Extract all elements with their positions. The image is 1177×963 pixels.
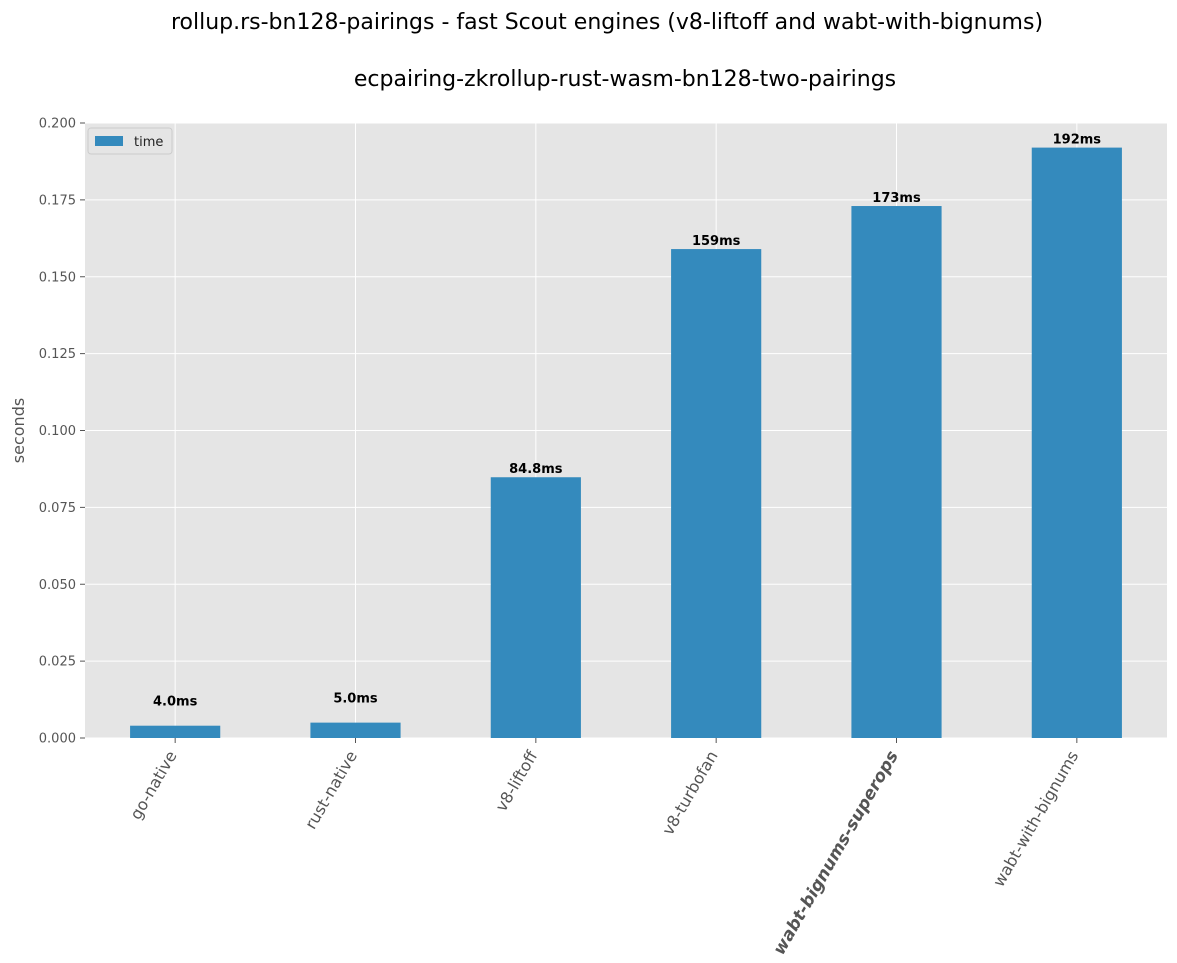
x-axis-ticks: go-native rust-native v8-liftoff v8-turbofa… <box>126 738 1082 958</box>
y-tick-label: 0.075 <box>39 501 76 516</box>
bar-rust-native <box>310 722 401 738</box>
y-tick-label: 0.025 <box>39 655 76 670</box>
y-axis-label: seconds <box>9 398 28 463</box>
y-tick-label: 0.150 <box>39 270 76 285</box>
bar-wabt-with-bignums <box>1031 147 1122 739</box>
data-label-go-native: 4.0ms <box>153 695 198 710</box>
y-tick-label: 0.200 <box>39 117 76 132</box>
x-tick-label-go-native: go-native <box>126 748 180 823</box>
data-labels: 4.0ms 5.0ms 84.8ms 159ms 173ms 192ms <box>153 133 1101 710</box>
bars <box>130 147 1122 739</box>
y-tick-label: 0.175 <box>39 193 76 208</box>
x-tick-label-v8-liftoff: v8-liftoff <box>491 747 541 815</box>
bar-wabt-bignums-superops <box>851 206 942 738</box>
x-tick-label-wabt-bignums-superops: wabt-bignums-superops <box>769 748 902 959</box>
y-tick-label: 0.050 <box>39 578 76 593</box>
y-axis-ticks: 0.000 0.025 0.050 0.075 0.100 0.125 0.150 0.175… <box>39 117 85 747</box>
legend-box <box>87 127 173 155</box>
x-tick-label-wabt-with-bignums: wabt-with-bignums <box>989 748 1082 891</box>
y-tick-label: 0.100 <box>39 424 76 439</box>
y-tick-label: 0.125 <box>39 347 76 362</box>
data-label-v8-turbofan: 159ms <box>692 234 741 249</box>
bar-go-native <box>130 725 221 738</box>
legend-swatch-time <box>95 136 123 146</box>
data-label-v8-liftoff: 84.8ms <box>509 462 563 477</box>
data-label-rust-native: 5.0ms <box>333 692 378 707</box>
x-tick-label-rust-native: rust-native <box>301 748 361 833</box>
chart-suptitle: rollup.rs-bn128-pairings - fast Scout en… <box>171 10 1043 35</box>
data-label-wabt-bignums-superops: 173ms <box>872 191 921 206</box>
legend-label-time: time <box>134 135 163 150</box>
bar-v8-liftoff <box>490 477 581 738</box>
chart-title: ecpairing-zkrollup-rust-wasm-bn128-two-p… <box>354 67 896 92</box>
x-tick-label-v8-turbofan: v8-turbofan <box>658 748 721 839</box>
data-label-wabt-with-bignums: 192ms <box>1053 133 1102 148</box>
legend: time <box>87 127 173 155</box>
y-tick-label: 0.000 <box>39 732 76 747</box>
bar-v8-turbofan <box>671 249 762 738</box>
